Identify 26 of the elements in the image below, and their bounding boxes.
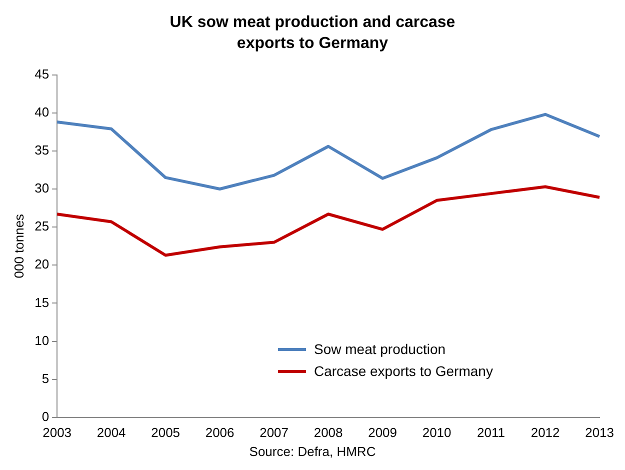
y-tick-label: 10 xyxy=(34,332,50,348)
y-tick-label: 30 xyxy=(34,180,50,196)
x-tick-label: 2009 xyxy=(368,424,398,440)
y-tick-label: 45 xyxy=(34,66,50,82)
chart-title: UK sow meat production and carcase exports to Germany xyxy=(168,13,456,54)
legend-label: Sow meat production xyxy=(314,341,446,357)
source-note: Source: Defra, HMRC xyxy=(248,444,377,459)
x-tick-label: 2011 xyxy=(477,424,506,440)
x-tick-label: 2004 xyxy=(96,424,126,440)
x-tick-label: 2003 xyxy=(42,424,72,440)
legend-label: Carcase exports to Germany xyxy=(314,363,493,379)
x-tick-label: 2010 xyxy=(422,424,452,440)
y-tick-label: 20 xyxy=(34,256,50,272)
x-tick-label: 2008 xyxy=(314,424,343,440)
x-tick-label: 2007 xyxy=(260,424,289,440)
y-tick-label: 40 xyxy=(34,104,50,120)
y-tick-label: 25 xyxy=(34,218,50,234)
y-tick-label: 5 xyxy=(42,370,50,386)
x-tick-label: 2005 xyxy=(151,424,180,440)
x-tick-label: 2006 xyxy=(205,424,234,440)
y-tick-label: 15 xyxy=(34,294,50,310)
x-tick-label: 2012 xyxy=(530,424,560,440)
y-tick-label: 35 xyxy=(34,142,50,158)
y-tick-label: 0 xyxy=(42,408,50,424)
x-tick-label: 2013 xyxy=(585,424,614,440)
y-axis-title: 000 tonnes xyxy=(11,213,26,278)
